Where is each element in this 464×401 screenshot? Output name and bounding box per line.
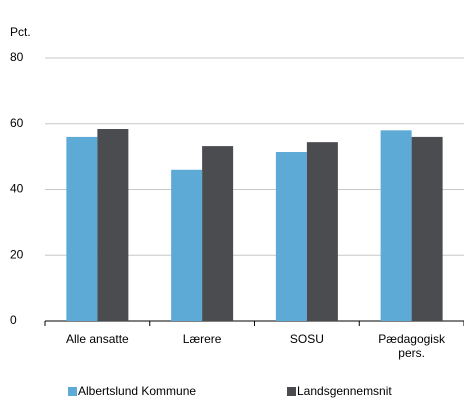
- x-tick-label: Pædagogisk pers.: [378, 332, 445, 360]
- bar: [66, 136, 98, 321]
- bar: [202, 146, 234, 321]
- x-tick-label: Alle ansatte: [66, 332, 129, 346]
- y-tick-label: 0: [10, 313, 17, 327]
- y-tick-label: 60: [10, 116, 24, 130]
- bar: [97, 129, 129, 321]
- bar: [380, 130, 412, 321]
- legend-label: Albertslund Kommune: [78, 384, 196, 398]
- y-axis-label: Pct.: [10, 25, 31, 39]
- legend-swatch: [68, 387, 77, 396]
- legend-label: Landsgennemsnit: [297, 384, 392, 398]
- legend-swatch: [287, 387, 296, 396]
- bar: [275, 152, 307, 321]
- x-tick-label: Lærere: [182, 332, 222, 346]
- bar: [171, 169, 203, 321]
- bar: [411, 136, 443, 321]
- x-tick-label: SOSU: [289, 332, 324, 346]
- y-tick-label: 20: [10, 247, 24, 261]
- y-tick-label: 80: [10, 50, 24, 64]
- y-tick-label: 40: [10, 182, 24, 196]
- bar: [306, 142, 338, 321]
